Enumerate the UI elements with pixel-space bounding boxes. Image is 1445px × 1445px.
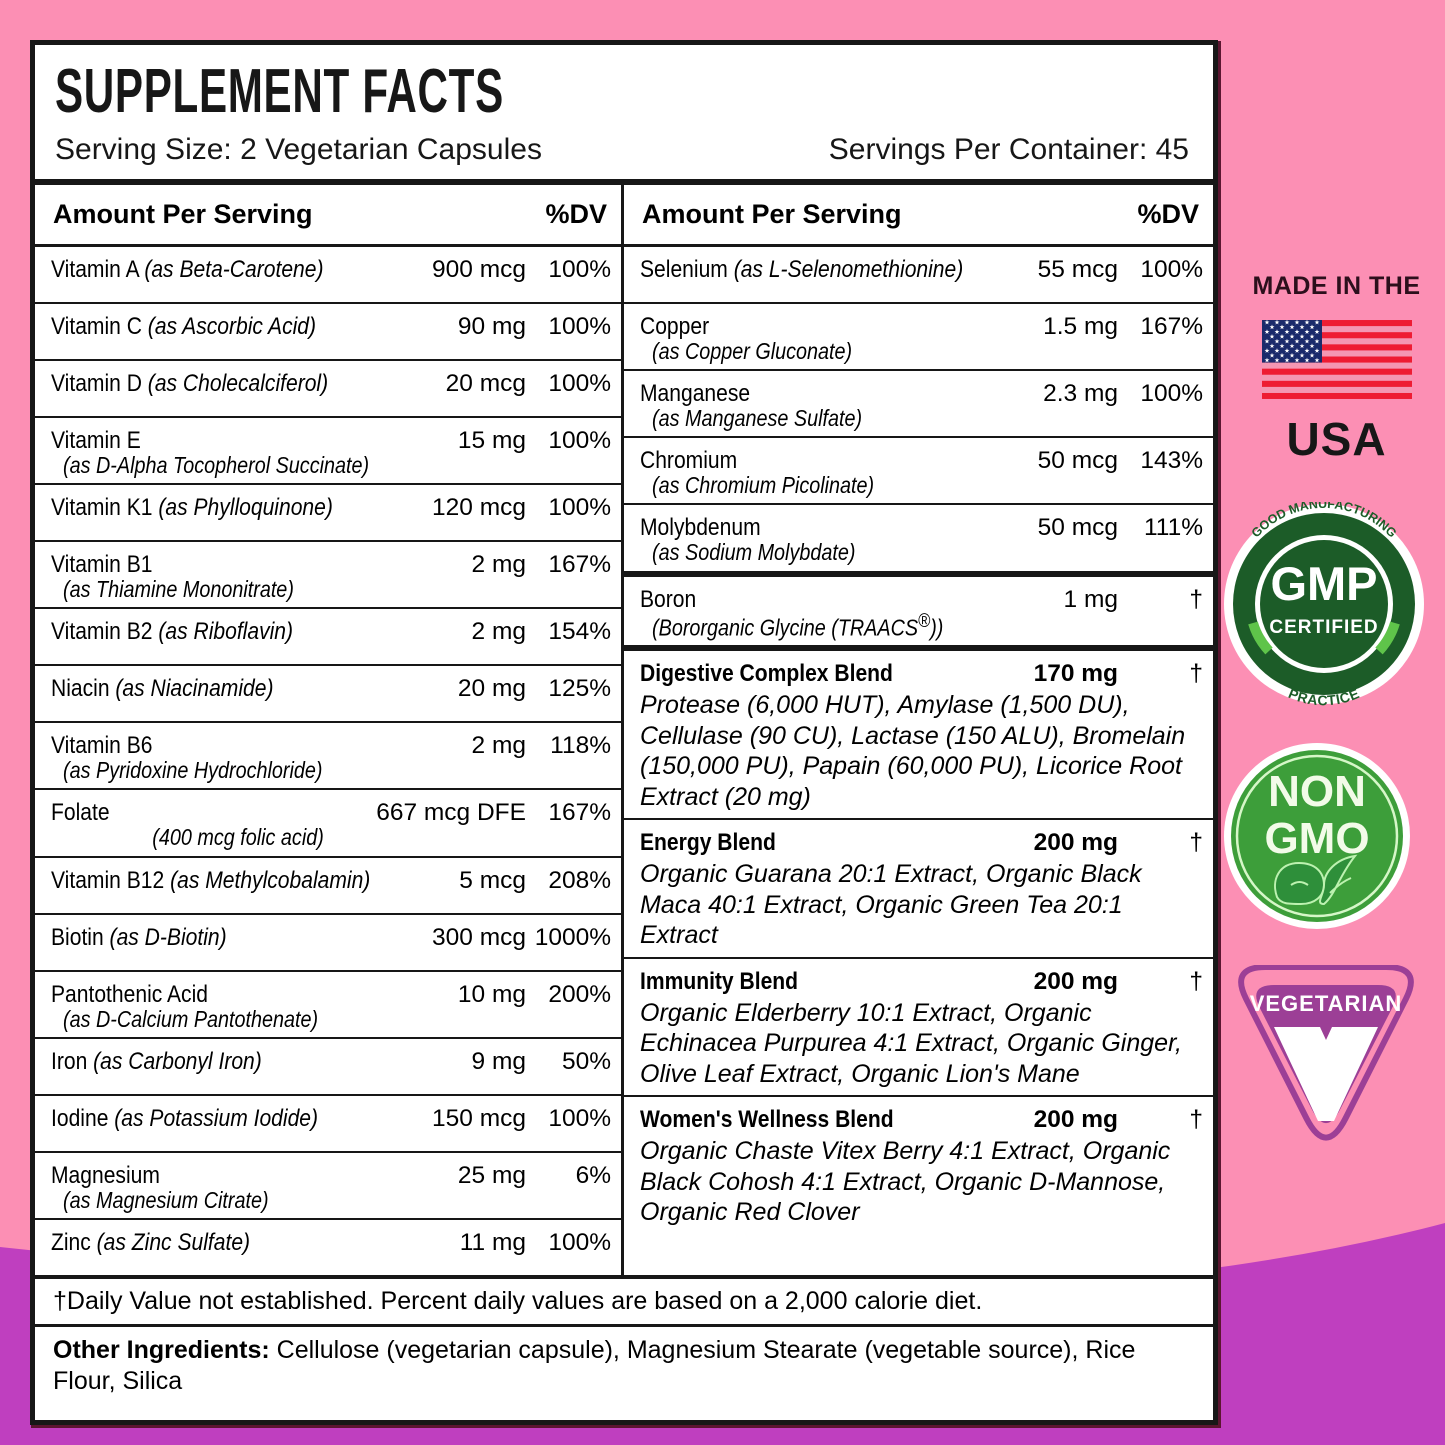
svg-text:NON: NON xyxy=(1268,767,1366,816)
svg-text:CERTIFIED: CERTIFIED xyxy=(1269,617,1378,638)
svg-text:VEGETARIAN: VEGETARIAN xyxy=(1250,991,1403,1016)
svg-text:GMP: GMP xyxy=(1270,557,1377,610)
